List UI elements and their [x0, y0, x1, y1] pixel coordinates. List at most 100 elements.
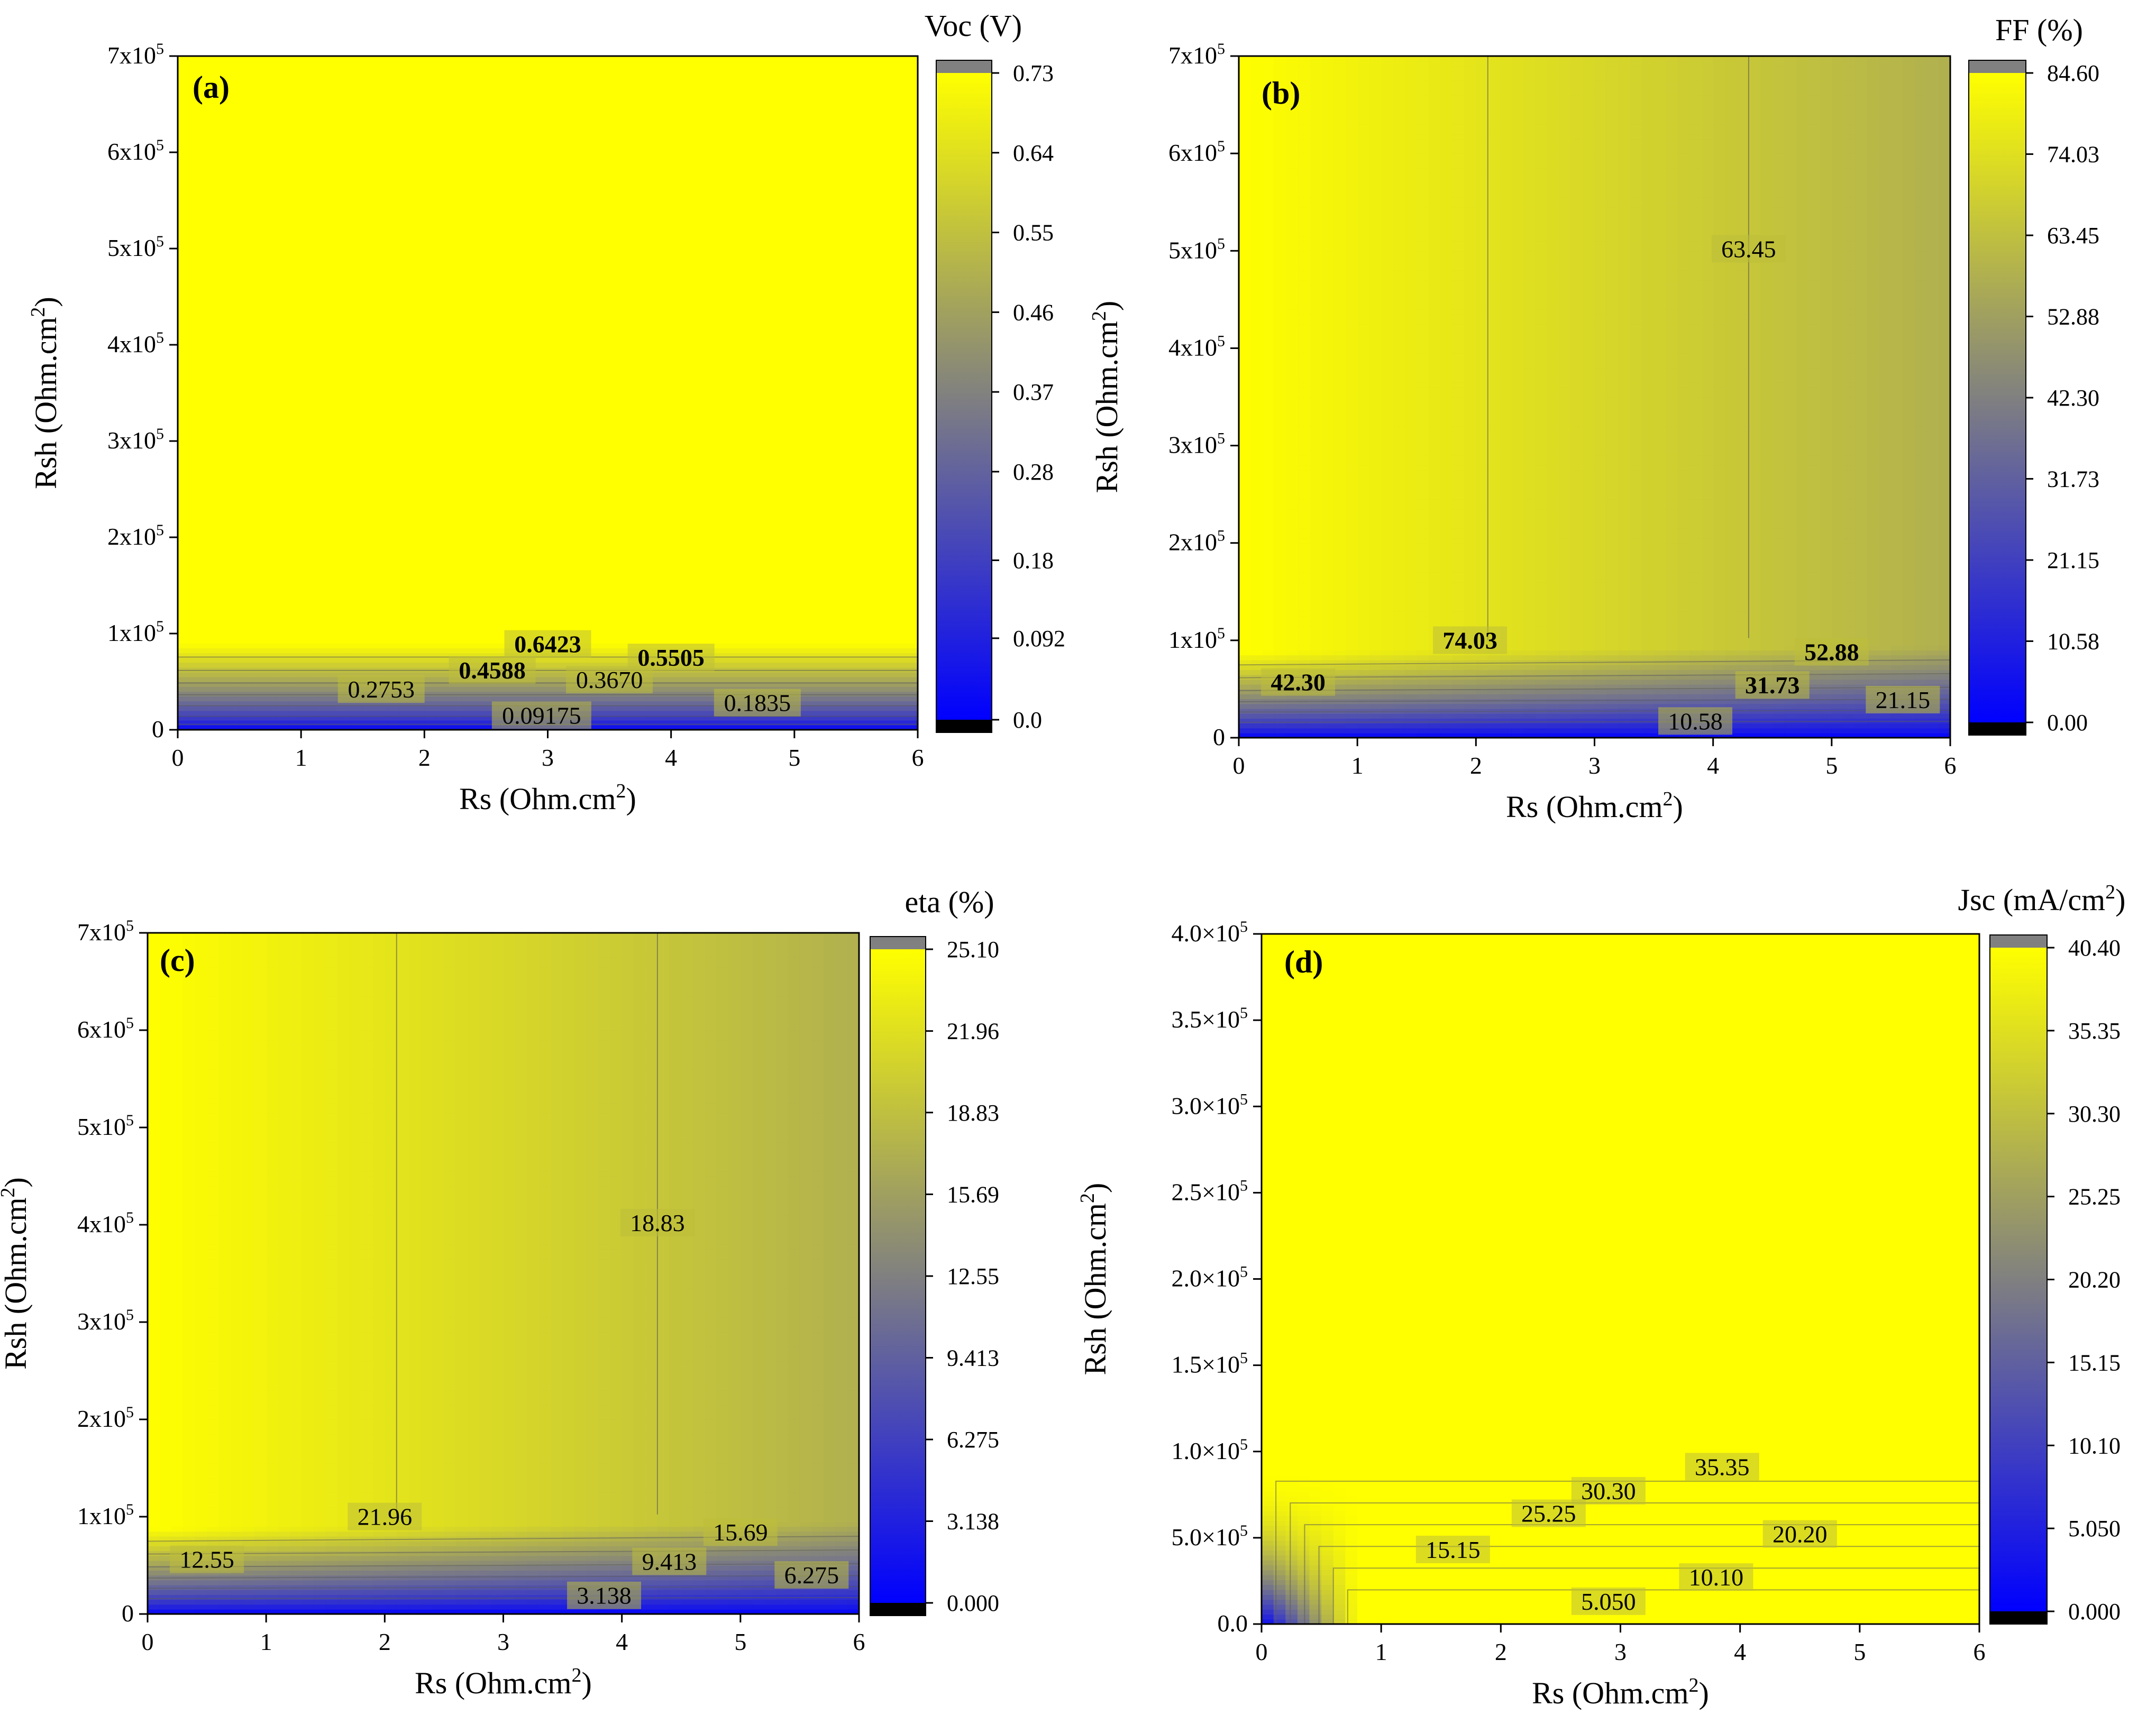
heatmap-cell: [203, 407, 215, 412]
heatmap-cell: [227, 297, 240, 302]
heatmap-cell: [215, 533, 227, 538]
heatmap-cell: [190, 244, 203, 249]
heatmap-cell: [215, 143, 227, 148]
heatmap-cell: [252, 263, 264, 268]
heatmap-cell: [215, 436, 227, 442]
heatmap-cell: [252, 619, 264, 625]
heatmap-cell: [264, 273, 277, 278]
heatmap-cell: [264, 537, 277, 543]
heatmap-cell: [240, 138, 252, 143]
heatmap-cell: [227, 354, 240, 360]
heatmap-cell: [203, 301, 215, 307]
heatmap-cell: [215, 297, 227, 302]
heatmap-cell: [178, 306, 190, 311]
heatmap-cell: [277, 533, 289, 538]
heatmap-cell: [178, 566, 190, 572]
heatmap-cell: [178, 590, 190, 595]
heatmap-cell: [203, 595, 215, 600]
heatmap-cell: [215, 230, 227, 235]
heatmap-cell: [215, 407, 227, 412]
heatmap-cell: [215, 566, 227, 572]
heatmap-cell: [240, 547, 252, 552]
heatmap-cell: [227, 422, 240, 427]
heatmap-cell: [252, 711, 264, 716]
heatmap-cell: [178, 268, 190, 273]
heatmap-cell: [178, 446, 190, 451]
heatmap-cell: [264, 489, 277, 494]
heatmap-cell: [215, 518, 227, 524]
heatmap-cell: [240, 556, 252, 562]
heatmap-cell: [178, 686, 190, 692]
heatmap-cell: [178, 412, 190, 417]
heatmap-cell: [215, 513, 227, 519]
heatmap-cell: [289, 253, 302, 259]
heatmap-cell: [178, 331, 190, 336]
heatmap-cell: [289, 225, 302, 230]
heatmap-cell: [227, 181, 240, 187]
heatmap-cell: [178, 696, 190, 701]
heatmap-cell: [252, 696, 264, 701]
heatmap-cell: [264, 306, 277, 311]
heatmap-cell: [190, 663, 203, 668]
heatmap-cell: [190, 537, 203, 543]
heatmap-cell: [215, 200, 227, 206]
heatmap-cell: [215, 374, 227, 379]
heatmap-cell: [289, 379, 302, 384]
heatmap-cell: [277, 585, 289, 591]
heatmap-cell: [227, 562, 240, 567]
heatmap-cell: [289, 239, 302, 244]
heatmap-cell: [178, 148, 190, 153]
heatmap-cell: [190, 118, 203, 124]
heatmap-cell: [264, 230, 277, 235]
heatmap-cell: [190, 412, 203, 417]
heatmap-cell: [240, 494, 252, 499]
heatmap-cell: [203, 263, 215, 268]
heatmap-cell: [227, 244, 240, 249]
heatmap-cell: [264, 398, 277, 403]
heatmap-cell: [215, 696, 227, 701]
heatmap-cell: [240, 576, 252, 581]
heatmap-cell: [252, 528, 264, 533]
heatmap-cell: [203, 643, 215, 648]
heatmap-cell: [289, 576, 302, 581]
heatmap-cell: [277, 200, 289, 206]
heatmap-cell: [178, 99, 190, 105]
heatmap-cell: [215, 691, 227, 696]
heatmap-cell: [277, 682, 289, 687]
heatmap-cell: [227, 282, 240, 288]
heatmap-cell: [178, 104, 190, 109]
heatmap-cell: [240, 552, 252, 557]
heatmap-cell: [203, 566, 215, 572]
heatmap-cell: [215, 537, 227, 543]
heatmap-cell: [178, 619, 190, 625]
heatmap-cell: [190, 398, 203, 403]
heatmap-cell: [277, 610, 289, 615]
heatmap-cell: [190, 711, 203, 716]
heatmap-cell: [190, 162, 203, 167]
heatmap-cell: [215, 177, 227, 182]
heatmap-cell: [215, 484, 227, 490]
heatmap-cell: [277, 301, 289, 307]
heatmap-cell: [264, 576, 277, 581]
heatmap-cell: [203, 619, 215, 625]
heatmap-cell: [289, 398, 302, 403]
heatmap-cell: [252, 624, 264, 629]
heatmap-cell: [215, 301, 227, 307]
heatmap-cell: [240, 667, 252, 673]
heatmap-cell: [227, 306, 240, 311]
heatmap-cell: [215, 239, 227, 244]
heatmap-cell: [190, 268, 203, 273]
heatmap-cell: [215, 615, 227, 620]
heatmap-cell: [178, 129, 190, 134]
heatmap-cell: [289, 537, 302, 543]
heatmap-cell: [252, 542, 264, 547]
heatmap-cell: [264, 638, 277, 644]
heatmap-cell: [190, 109, 203, 114]
heatmap-cell: [227, 292, 240, 297]
heatmap-cell: [215, 446, 227, 451]
heatmap-cell: [264, 682, 277, 687]
heatmap-cell: [215, 234, 227, 240]
heatmap-cell: [178, 667, 190, 673]
heatmap-cell: [215, 244, 227, 249]
heatmap-cell: [178, 615, 190, 620]
